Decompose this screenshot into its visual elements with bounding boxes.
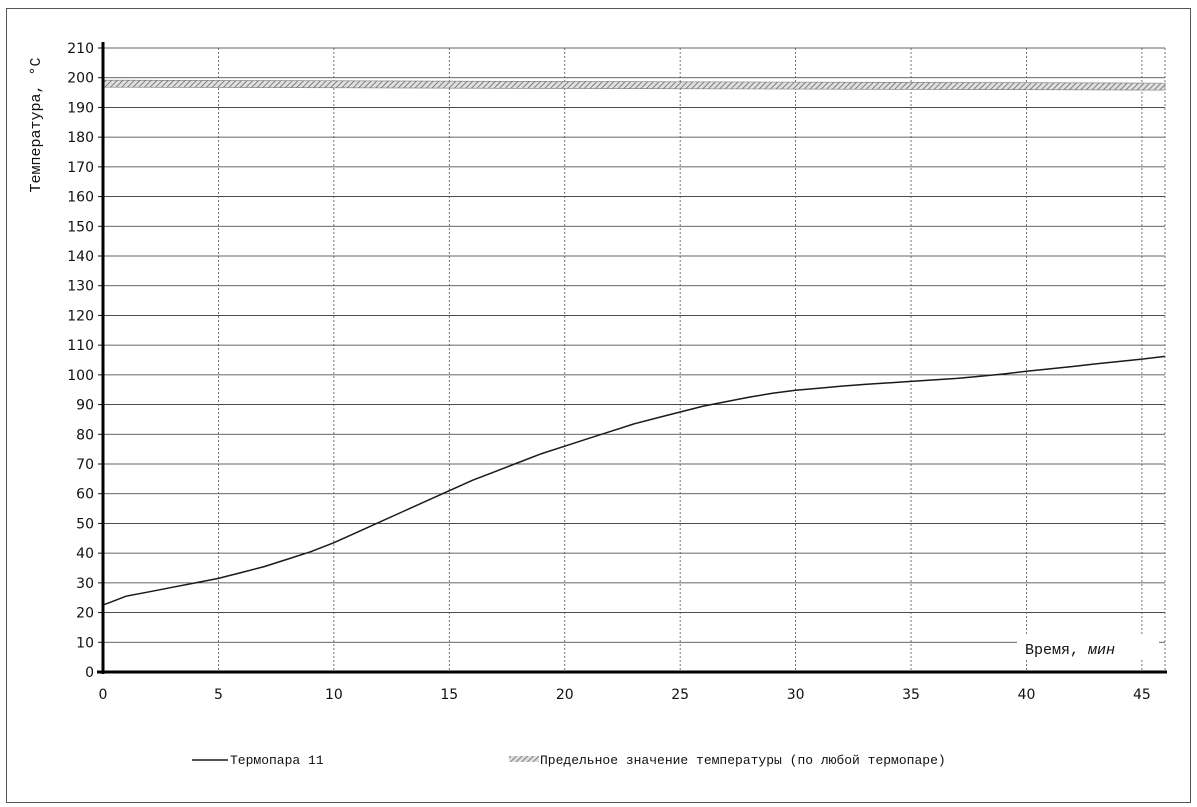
y-tick-label: 30 (76, 576, 94, 592)
y-tick-label: 70 (76, 457, 94, 473)
x-axis-unit: мин (1087, 642, 1115, 659)
y-tick-label: 40 (76, 546, 94, 562)
y-tick-label: 20 (76, 606, 94, 622)
y-tick-label: 120 (67, 308, 94, 324)
y-tick-label: 10 (76, 635, 94, 651)
y-axis-title: Температура, °С (28, 57, 45, 192)
y-tick-label: 100 (67, 368, 94, 384)
series-lines (102, 79, 1166, 606)
y-tick-label: 90 (76, 398, 94, 414)
x-tick-label: 10 (325, 687, 343, 703)
y-tick-label: 200 (67, 71, 94, 87)
y-tick-label: 50 (76, 516, 94, 532)
legend-item-thermocouple: Термопара 11 (192, 753, 324, 768)
chart-svg: 0102030405060708090100110120130140150160… (28, 41, 1167, 768)
legend-label-thermocouple: Термопара 11 (230, 753, 324, 768)
y-tick-label: 160 (67, 190, 94, 206)
y-tick-label: 170 (67, 160, 94, 176)
y-tick-label: 60 (76, 487, 94, 503)
y-tick-label: 0 (85, 665, 94, 681)
chart-frame: 0 10 20 30 40 50 60 70 80 90 100 110 120 130 140 150 160… (6, 8, 1191, 803)
axes (97, 42, 1167, 674)
y-tick-label: 150 (67, 219, 94, 235)
x-tick-label: 30 (787, 687, 805, 703)
y-tick-labels: 0 10 20 30 40 50 60 70 80 90 100 110 120 130 140 150 160… (67, 41, 94, 681)
x-tick-labels: 0 5 10 15 20 25 30 35 40 45 (99, 687, 1151, 703)
x-axis-title-background (1017, 636, 1159, 660)
y-tick-label: 180 (67, 130, 94, 146)
series-limit-line (102, 79, 1166, 91)
y-tick-label: 140 (67, 249, 94, 265)
x-axis-title: Время, мин (1025, 642, 1115, 659)
x-tick-label: 45 (1133, 687, 1151, 703)
x-tick-label: 35 (902, 687, 920, 703)
legend-item-limit: Предельное значение температуры (по любо… (509, 753, 946, 768)
x-tick-label: 20 (556, 687, 574, 703)
legend-label-limit: Предельное значение температуры (по любо… (540, 753, 946, 768)
x-tick-label: 0 (99, 687, 108, 703)
y-tick-label: 190 (67, 100, 94, 116)
y-tick-label: 110 (67, 338, 94, 354)
x-tick-label: 5 (214, 687, 223, 703)
series-thermocouple-line (102, 355, 1166, 606)
y-tick-label: 130 (67, 279, 94, 295)
y-tick-label: 80 (76, 427, 94, 443)
x-axis-title-text: Время, (1025, 642, 1079, 659)
x-tick-label: 25 (671, 687, 689, 703)
y-tick-label: 210 (67, 41, 94, 57)
legend: Термопара 11 Предельное значение темпера… (192, 753, 946, 768)
x-tick-label: 40 (1018, 687, 1036, 703)
grid-lines (98, 47, 1166, 673)
legend-swatch-limit (509, 756, 539, 762)
x-tick-label: 15 (440, 687, 458, 703)
